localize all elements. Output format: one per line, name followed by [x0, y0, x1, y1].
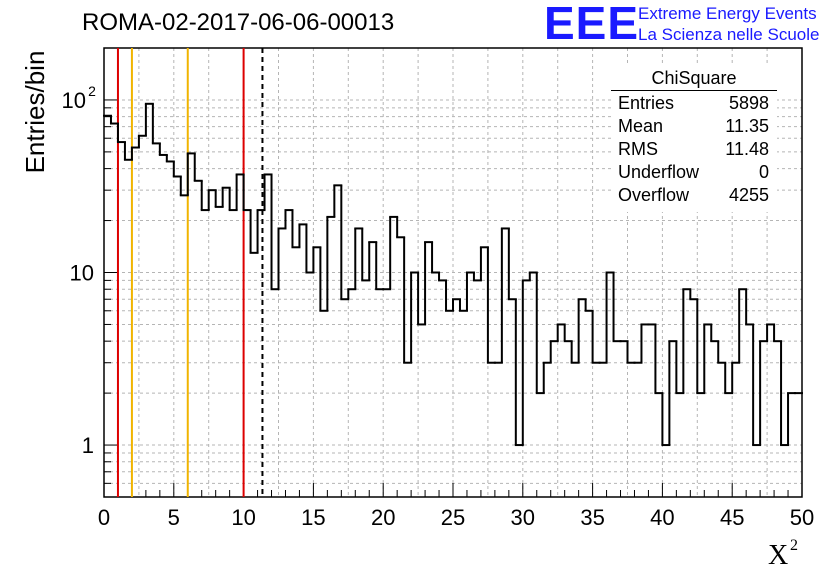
- x-tick-label: 5: [168, 505, 180, 530]
- stats-label: Entries: [618, 93, 675, 113]
- stats-box: ChiSquare Entries 5898 Mean 11.35 RMS 11…: [611, 66, 777, 212]
- stats-row-underflow: Underflow 0: [618, 162, 769, 185]
- eee-logo: EEE Extreme Energy Events La Scienza nel…: [544, 0, 830, 49]
- stats-label: Underflow: [618, 162, 700, 182]
- eee-logo-mark: EEE: [544, 0, 640, 49]
- stats-row-rms: RMS 11.48: [618, 139, 769, 162]
- y-tick-label: 1: [82, 433, 94, 458]
- stats-value: 11.48: [725, 139, 769, 159]
- x-axis-title-exponent: 2: [790, 537, 798, 554]
- stats-value: 11.35: [725, 116, 769, 136]
- stats-label: Overflow: [618, 185, 690, 205]
- stats-label: RMS: [618, 139, 658, 159]
- x-tick-label: 15: [301, 505, 325, 530]
- y-tick-exponent: 2: [88, 83, 96, 99]
- y-tick-label: 10: [62, 88, 86, 113]
- x-tick-label: 45: [720, 505, 744, 530]
- stats-row-overflow: Overflow 4255: [618, 185, 769, 208]
- x-axis-title: X: [768, 540, 788, 571]
- page-title: ROMA-02-2017-06-06-00013: [82, 9, 395, 36]
- stats-title: ChiSquare: [651, 68, 737, 88]
- stats-value: 4255: [728, 185, 769, 205]
- x-tick-label: 40: [650, 505, 674, 530]
- logo-tagline-1: Extreme Energy Events: [638, 4, 817, 23]
- stats-divider: [611, 90, 777, 91]
- stats-value: 0: [758, 162, 769, 182]
- y-tick-label: 10: [70, 261, 94, 286]
- stats-row-entries: Entries 5898: [618, 93, 769, 116]
- x-tick-label: 0: [98, 505, 110, 530]
- x-tick-label: 10: [231, 505, 255, 530]
- x-tick-label: 50: [790, 505, 814, 530]
- x-tick-label: 20: [371, 505, 395, 530]
- stats-row-mean: Mean 11.35: [618, 116, 769, 139]
- logo-tagline-2: La Scienza nelle Scuole: [638, 25, 820, 44]
- x-tick-label: 30: [511, 505, 535, 530]
- y-axis-title: Entries/bin: [20, 51, 50, 174]
- x-tick-label: 35: [580, 505, 604, 530]
- stats-value: 5898: [728, 93, 769, 113]
- x-tick-label: 25: [441, 505, 465, 530]
- stats-label: Mean: [618, 116, 664, 136]
